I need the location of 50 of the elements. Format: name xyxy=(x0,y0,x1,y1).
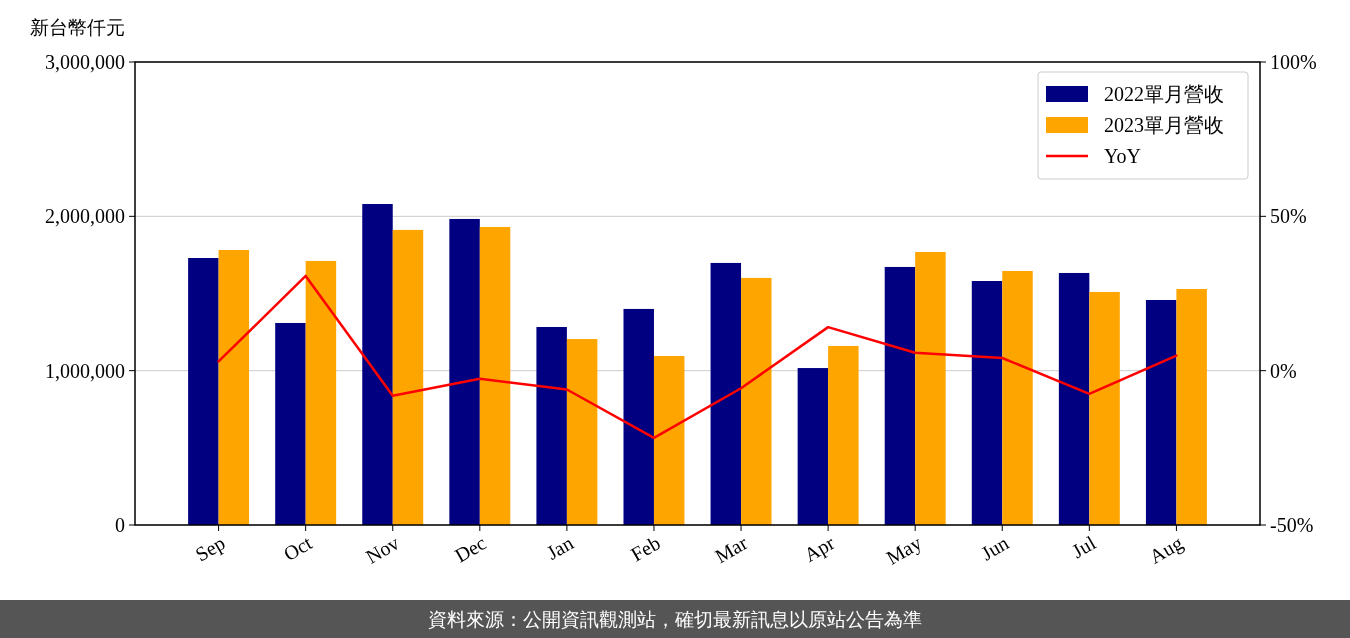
x-tick-label: Mar xyxy=(711,531,752,568)
bar xyxy=(218,249,250,525)
legend-label: 2022單月營收 xyxy=(1104,83,1224,105)
bar xyxy=(828,345,859,525)
bar xyxy=(1145,299,1177,525)
bar xyxy=(275,322,306,525)
bar xyxy=(884,266,916,525)
x-tick-label: Aug xyxy=(1145,531,1187,569)
x-tick-label: Jun xyxy=(977,531,1013,565)
source-note: 資料來源：公開資訊觀測站，確切最新訊息以原站公告為準 xyxy=(428,608,922,630)
y-tick-label: 3,000,000 xyxy=(45,51,125,73)
line-series xyxy=(217,274,1178,440)
bar xyxy=(623,308,654,525)
bar xyxy=(362,203,393,525)
bar xyxy=(536,326,567,525)
bar xyxy=(479,226,511,525)
legend-label: 2023單月營收 xyxy=(1104,114,1224,136)
x-tick-label: Oct xyxy=(279,531,317,565)
bar xyxy=(566,339,598,525)
bar xyxy=(797,368,829,525)
bar xyxy=(1089,291,1120,525)
bar xyxy=(1002,270,1033,525)
bar xyxy=(915,251,946,525)
y2-tick-label: -50% xyxy=(1270,514,1314,536)
bar xyxy=(392,229,424,525)
bar xyxy=(1176,289,1207,525)
legend-label: YoY xyxy=(1104,145,1141,167)
y-tick-label: 1,000,000 xyxy=(45,359,125,382)
x-tick-label: Sep xyxy=(191,531,230,567)
bar xyxy=(653,356,685,525)
bar xyxy=(188,258,219,525)
bar xyxy=(971,281,1003,525)
y2-tick-label: 100% xyxy=(1270,51,1317,73)
bar xyxy=(710,262,742,525)
bar xyxy=(305,260,337,525)
y2-tick-label: 0% xyxy=(1270,359,1297,382)
bar xyxy=(449,218,480,525)
y-axis-title: 新台幣仟元 xyxy=(30,17,125,38)
x-tick-label: Feb xyxy=(626,531,664,566)
x-tick-label: Jan xyxy=(542,531,577,564)
bar xyxy=(741,277,772,525)
y-tick-label: 2,000,000 xyxy=(45,205,125,228)
y2-tick-label: 50% xyxy=(1270,205,1307,228)
x-tick-label: Jul xyxy=(1068,531,1100,563)
x-tick-label: Dec xyxy=(450,531,490,567)
x-tick-label: May xyxy=(882,531,926,570)
x-tick-label: Nov xyxy=(361,531,403,568)
bar xyxy=(1058,272,1090,525)
y-tick-label: 0 xyxy=(115,514,125,536)
x-tick-label: Apr xyxy=(800,531,839,567)
